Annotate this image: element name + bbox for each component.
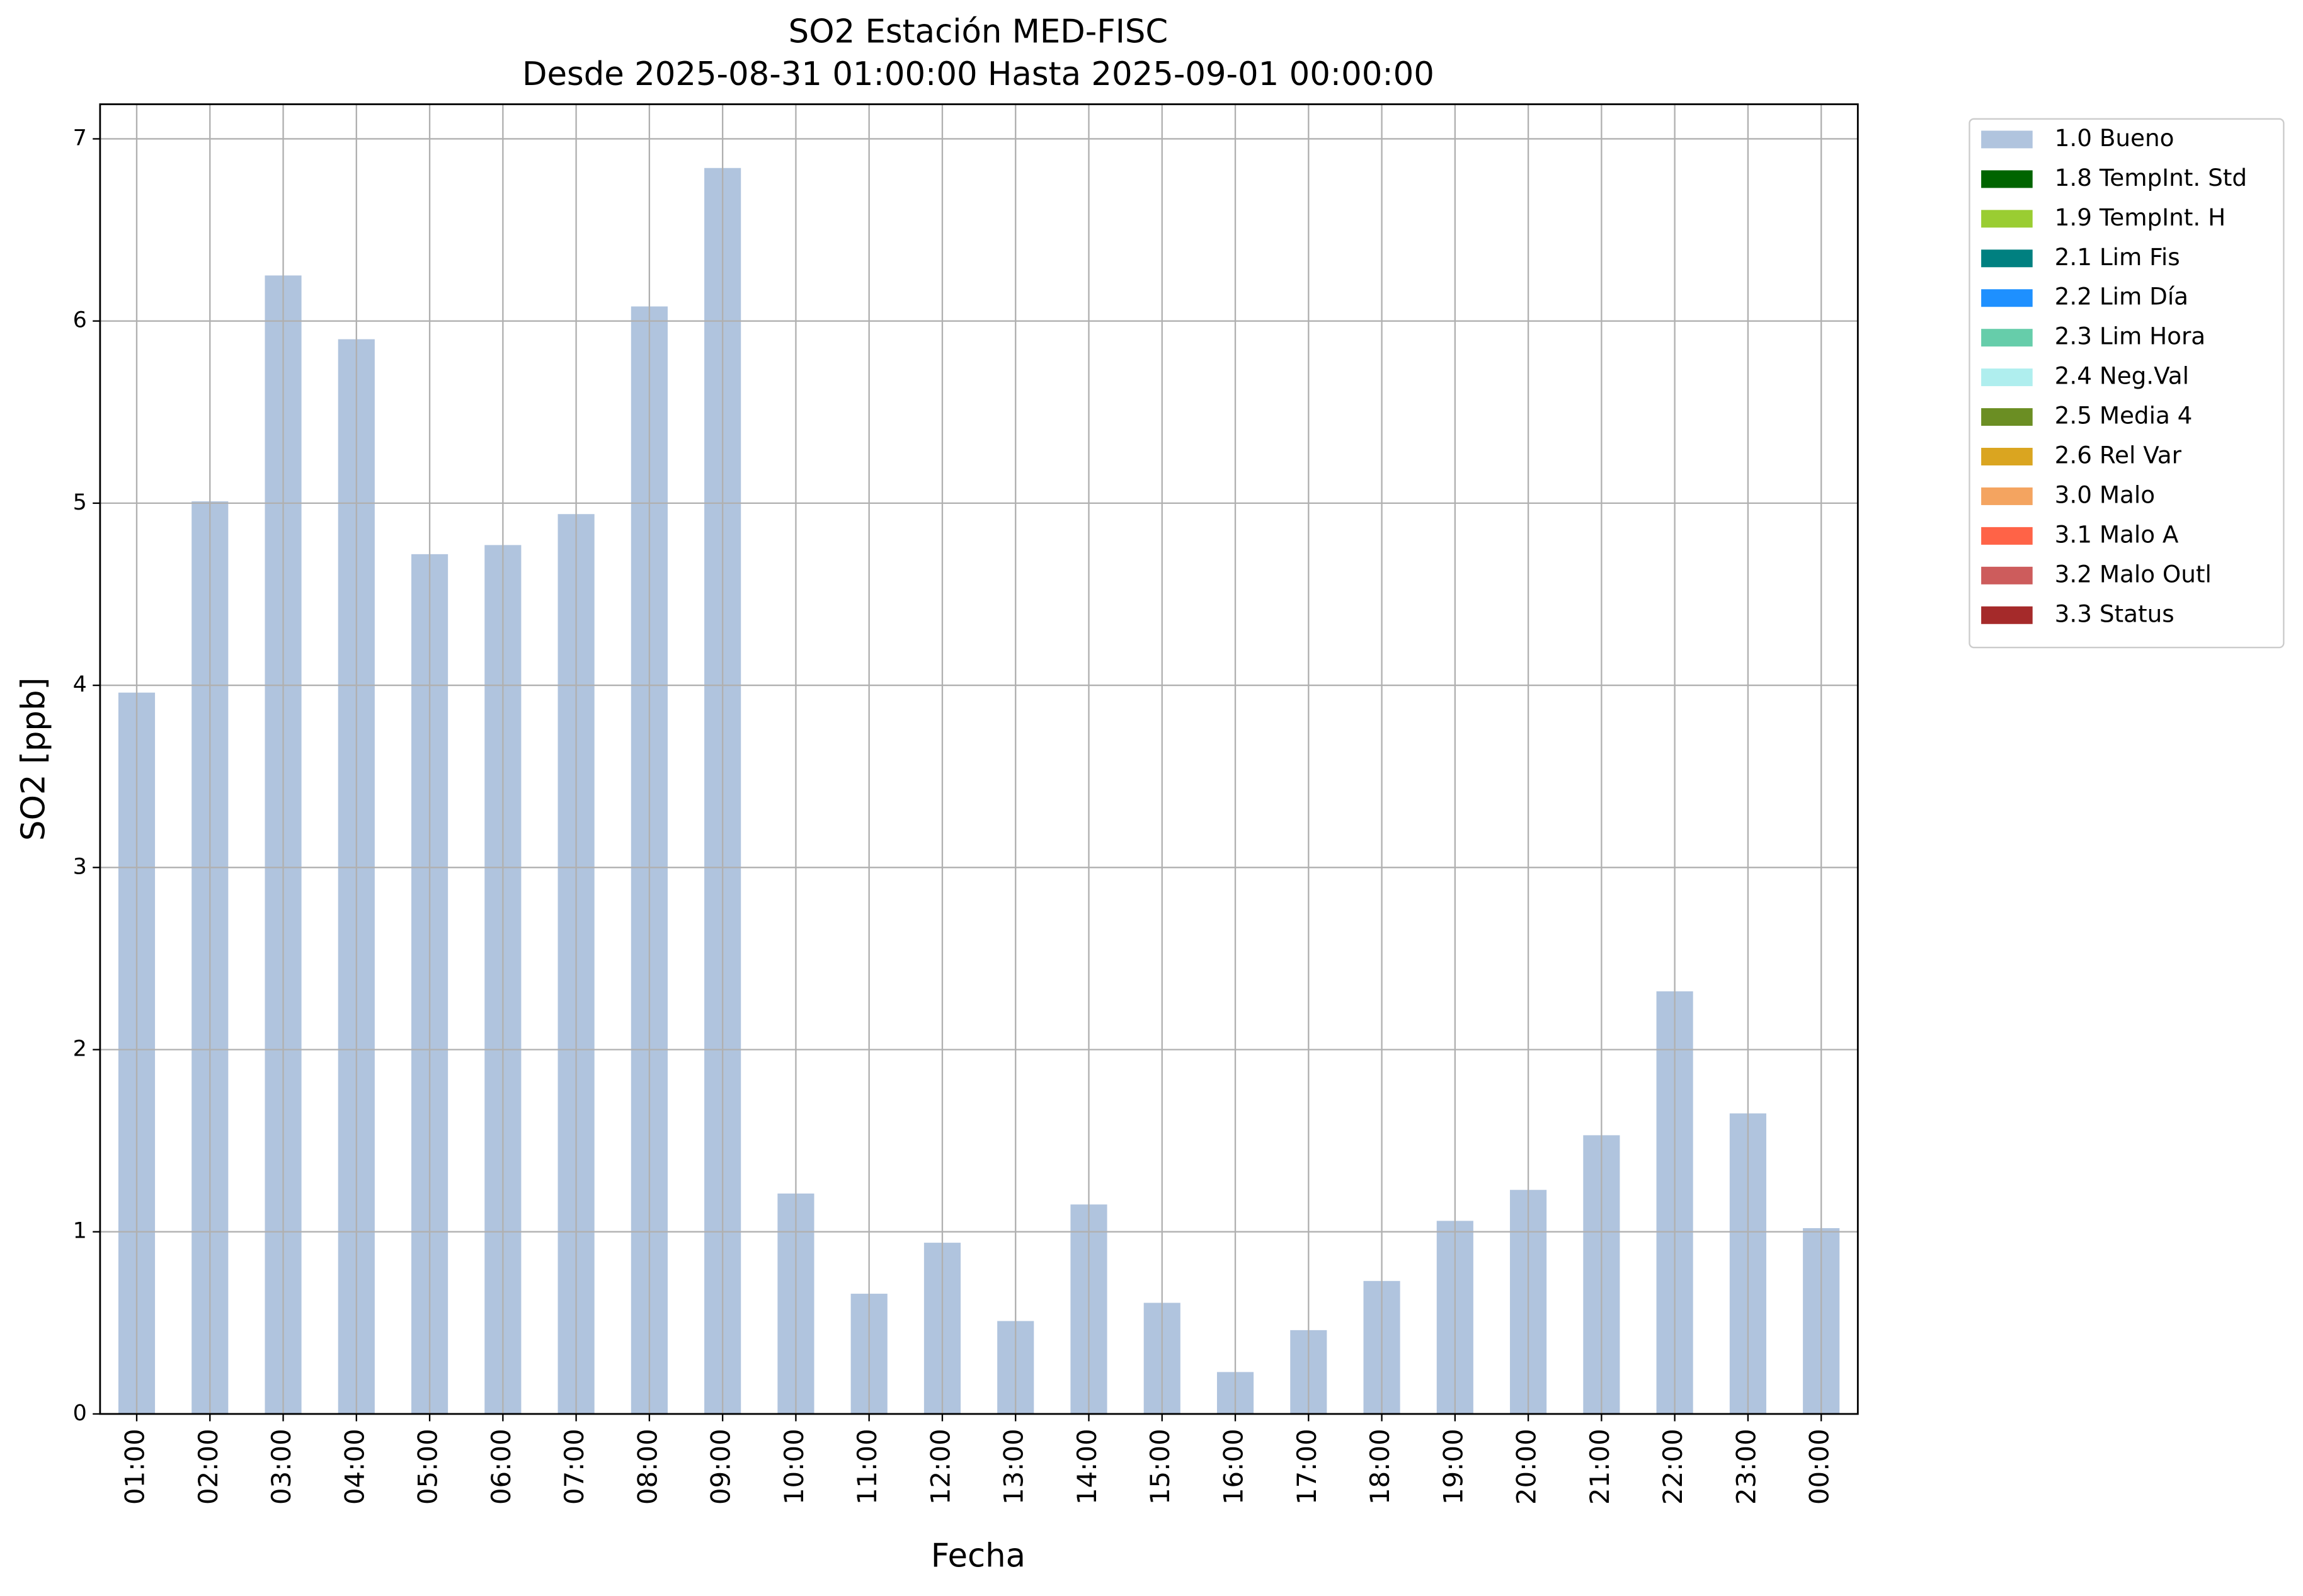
x-tick-label: 20:00 xyxy=(1511,1428,1542,1505)
x-tick-label: 16:00 xyxy=(1218,1428,1249,1505)
legend-label: 2.6 Rel Var xyxy=(2055,441,2182,469)
legend-label: 1.0 Bueno xyxy=(2055,124,2174,152)
x-tick-label: 01:00 xyxy=(120,1428,151,1505)
legend-swatch xyxy=(1981,130,2033,149)
legend-swatch xyxy=(1981,210,2033,228)
legend-label: 1.9 TempInt. H xyxy=(2055,203,2226,231)
x-tick-label: 17:00 xyxy=(1291,1428,1322,1505)
legend-swatch xyxy=(1981,289,2033,307)
x-tick-label: 08:00 xyxy=(632,1428,663,1505)
legend-label: 2.5 Media 4 xyxy=(2055,402,2193,430)
x-tick-label: 02:00 xyxy=(193,1428,224,1505)
legend-label: 3.1 Malo A xyxy=(2055,520,2179,548)
x-tick-label: 09:00 xyxy=(706,1428,736,1505)
legend-swatch xyxy=(1981,170,2033,188)
legend-label: 3.3 Status xyxy=(2055,600,2174,627)
legend-label: 1.8 TempInt. Std xyxy=(2055,164,2247,191)
legend-swatch xyxy=(1981,329,2033,347)
x-tick-label: 05:00 xyxy=(413,1428,443,1505)
legend-label: 3.0 Malo xyxy=(2055,481,2155,508)
x-tick-label: 23:00 xyxy=(1730,1428,1761,1505)
y-axis-label: SO2 [ppb] xyxy=(14,678,52,841)
x-tick-label: 13:00 xyxy=(998,1428,1029,1505)
x-axis-label: Fecha xyxy=(931,1537,1026,1575)
legend-label: 2.4 Neg.Val xyxy=(2055,362,2189,390)
x-tick-label: 22:00 xyxy=(1657,1428,1688,1505)
legend-swatch xyxy=(1981,487,2033,505)
legend-label: 3.2 Malo Outl xyxy=(2055,560,2212,588)
chart-title: SO2 Estación MED-FISC xyxy=(789,13,1169,51)
legend-swatch xyxy=(1981,368,2033,387)
x-tick-label: 10:00 xyxy=(779,1428,809,1505)
x-tick-label: 06:00 xyxy=(486,1428,517,1505)
y-tick-label: 4 xyxy=(73,672,87,697)
legend-label: 2.2 Lim Día xyxy=(2055,283,2188,311)
plot-frame xyxy=(99,103,1859,1415)
x-tick-label: 04:00 xyxy=(339,1428,370,1505)
legend-label: 2.1 Lim Fis xyxy=(2055,243,2180,271)
x-tick-label: 19:00 xyxy=(1437,1428,1468,1505)
x-tick-label: 15:00 xyxy=(1145,1428,1175,1505)
legend-swatch xyxy=(1981,408,2033,426)
legend-swatch xyxy=(1981,249,2033,268)
x-tick-label: 18:00 xyxy=(1364,1428,1395,1505)
x-tick-label: 21:00 xyxy=(1584,1428,1615,1505)
legend-label: 2.3 Lim Hora xyxy=(2055,322,2205,350)
y-tick-label: 3 xyxy=(73,854,87,879)
x-tick-label: 14:00 xyxy=(1071,1428,1102,1505)
y-tick-label: 7 xyxy=(73,125,87,151)
legend-swatch xyxy=(1981,527,2033,545)
x-tick-label: 12:00 xyxy=(925,1428,956,1505)
legend: 1.0 Bueno 1.8 TempInt. Std 1.9 TempInt. H 2… xyxy=(1969,118,2285,649)
x-tick-label: 00:00 xyxy=(1804,1428,1835,1505)
y-tick-label: 6 xyxy=(73,308,87,333)
legend-swatch xyxy=(1981,448,2033,465)
y-tick-label: 1 xyxy=(73,1219,87,1244)
x-tick-label: 07:00 xyxy=(559,1428,590,1505)
y-tick-label: 0 xyxy=(73,1401,87,1426)
chart-subtitle: Desde 2025-08-31 01:00:00 Hasta 2025-09-… xyxy=(522,55,1434,93)
x-tick-label: 03:00 xyxy=(266,1428,297,1505)
y-tick-label: 2 xyxy=(73,1037,87,1062)
legend-swatch xyxy=(1981,566,2033,584)
legend-box xyxy=(1969,118,2285,649)
legend-swatch xyxy=(1981,606,2033,624)
x-tick-label: 11:00 xyxy=(852,1428,883,1505)
y-tick-label: 5 xyxy=(73,490,87,515)
